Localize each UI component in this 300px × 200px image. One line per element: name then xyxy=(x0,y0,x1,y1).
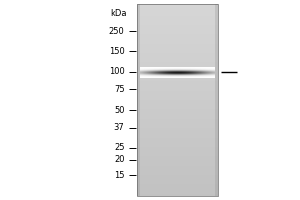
Text: 250: 250 xyxy=(109,26,124,36)
Text: 100: 100 xyxy=(109,68,124,76)
Text: 15: 15 xyxy=(114,170,124,180)
Bar xyxy=(136,4,218,196)
Text: kDa: kDa xyxy=(110,8,127,18)
Text: 20: 20 xyxy=(114,156,124,164)
Text: 37: 37 xyxy=(114,123,124,132)
Text: 150: 150 xyxy=(109,46,124,55)
Text: 75: 75 xyxy=(114,84,124,94)
Text: 25: 25 xyxy=(114,144,124,152)
Text: 50: 50 xyxy=(114,106,124,114)
